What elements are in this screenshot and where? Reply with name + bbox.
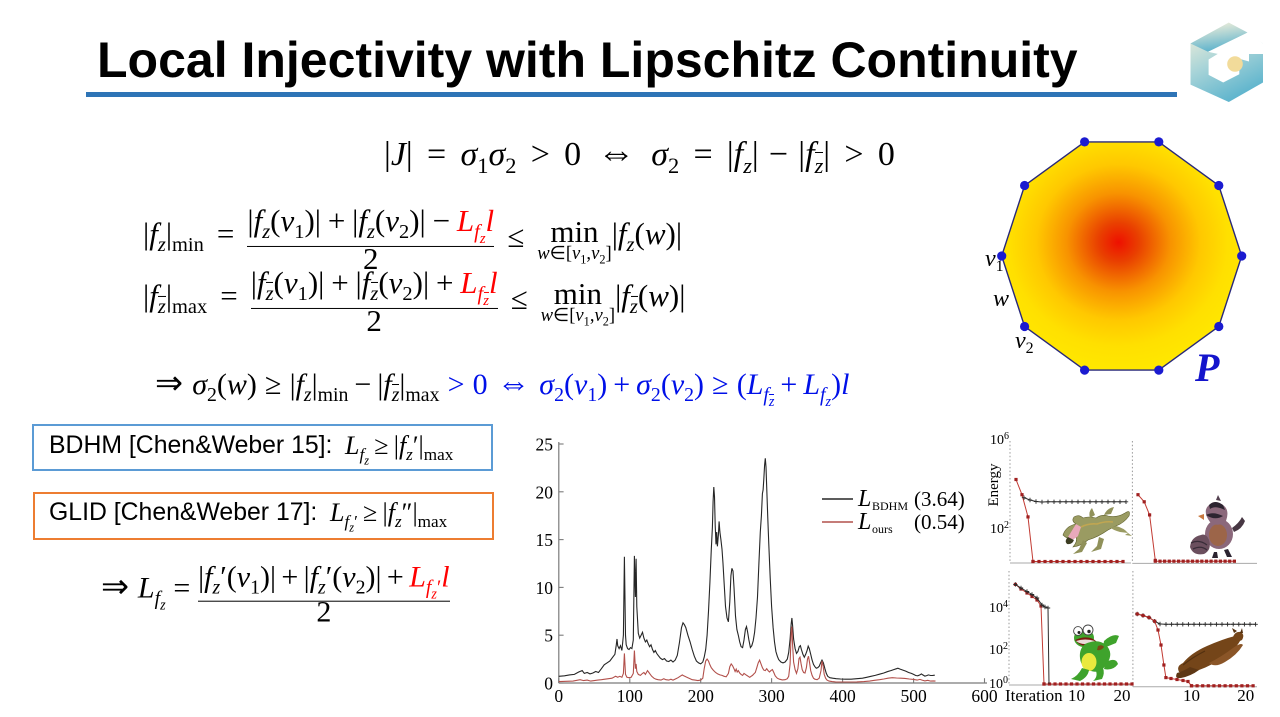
svg-text:L: L bbox=[857, 486, 871, 512]
svg-text:Energy: Energy bbox=[986, 463, 1002, 507]
svg-text:ours: ours bbox=[872, 522, 893, 536]
svg-text:102: 102 bbox=[990, 520, 1009, 537]
svg-text:Iteration: Iteration bbox=[1005, 686, 1063, 705]
svg-text:400: 400 bbox=[829, 686, 856, 706]
svg-text:20: 20 bbox=[1237, 686, 1254, 705]
svg-text:25: 25 bbox=[536, 435, 554, 455]
svg-text:20: 20 bbox=[536, 482, 554, 502]
svg-text:BDHM: BDHM bbox=[872, 499, 908, 513]
svg-text:104: 104 bbox=[989, 599, 1008, 616]
svg-text:10: 10 bbox=[536, 578, 554, 598]
svg-text:v2: v2 bbox=[1015, 328, 1034, 357]
svg-text:15: 15 bbox=[536, 530, 554, 550]
svg-text:100: 100 bbox=[617, 686, 644, 706]
svg-text:20: 20 bbox=[1114, 686, 1131, 705]
svg-text:600: 600 bbox=[971, 686, 998, 706]
svg-text:v1: v1 bbox=[985, 246, 1004, 275]
svg-text:(3.64): (3.64) bbox=[914, 487, 965, 511]
svg-text:5: 5 bbox=[544, 626, 553, 646]
svg-text:102: 102 bbox=[989, 641, 1008, 658]
svg-text:10: 10 bbox=[1183, 686, 1200, 705]
svg-text:106: 106 bbox=[990, 431, 1009, 448]
svg-text:0: 0 bbox=[544, 674, 553, 694]
svg-text:L: L bbox=[857, 509, 871, 535]
svg-text:P: P bbox=[1194, 345, 1220, 390]
svg-text:0: 0 bbox=[554, 686, 563, 706]
svg-text:300: 300 bbox=[758, 686, 785, 706]
svg-text:200: 200 bbox=[688, 686, 715, 706]
svg-text:500: 500 bbox=[900, 686, 927, 706]
svg-text:10: 10 bbox=[1068, 686, 1085, 705]
svg-text:(0.54): (0.54) bbox=[914, 510, 965, 534]
svg-text:w: w bbox=[993, 286, 1009, 312]
